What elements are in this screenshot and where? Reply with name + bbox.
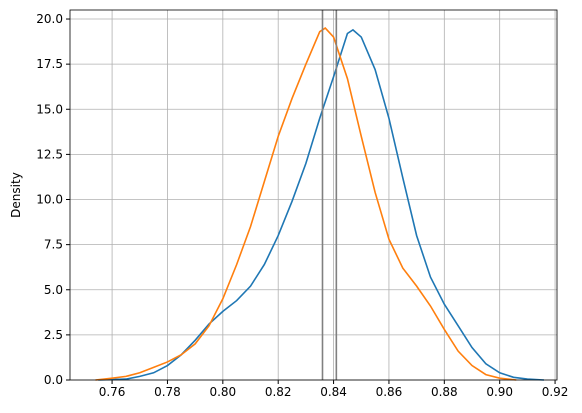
x-tick-label: 0.84: [320, 385, 347, 399]
y-tick-label: 20.0: [36, 12, 63, 26]
y-tick-label: 2.5: [44, 328, 63, 342]
y-tick-label: 10.0: [36, 193, 63, 207]
y-tick-label: 7.5: [44, 238, 63, 252]
x-tick-label: 0.90: [486, 385, 513, 399]
y-tick-label: 0.0: [44, 373, 63, 387]
x-tick-label: 0.88: [431, 385, 458, 399]
kde-line: [98, 28, 545, 381]
y-tick-label: 5.0: [44, 283, 63, 297]
x-tick-label: 0.76: [99, 385, 126, 399]
x-tick-label: 0.82: [265, 385, 292, 399]
x-tick-label: 0.92: [542, 385, 569, 399]
y-tick-label: 17.5: [36, 57, 63, 71]
y-axis-label: Density: [9, 172, 23, 218]
kde-line: [95, 27, 517, 381]
y-tick-label: 15.0: [36, 102, 63, 116]
y-tick-label: 12.5: [36, 147, 63, 161]
x-tick-label: 0.86: [376, 385, 403, 399]
x-tick-label: 0.80: [209, 385, 236, 399]
plot-frame: [69, 9, 558, 381]
x-tick-label: 0.78: [154, 385, 181, 399]
